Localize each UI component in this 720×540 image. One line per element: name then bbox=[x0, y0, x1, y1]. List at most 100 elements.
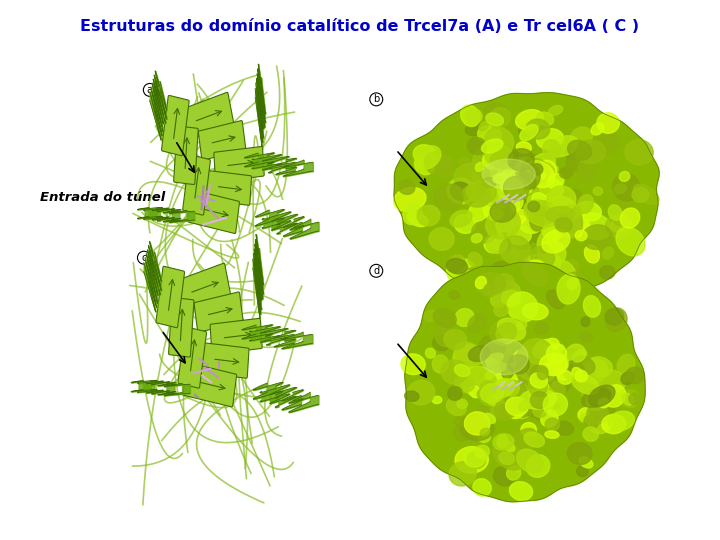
Ellipse shape bbox=[535, 160, 557, 181]
FancyBboxPatch shape bbox=[214, 146, 264, 182]
Ellipse shape bbox=[461, 105, 480, 126]
Ellipse shape bbox=[482, 153, 502, 169]
Ellipse shape bbox=[407, 212, 428, 227]
Ellipse shape bbox=[544, 183, 554, 193]
Ellipse shape bbox=[480, 181, 499, 199]
Ellipse shape bbox=[498, 156, 520, 180]
Ellipse shape bbox=[518, 122, 537, 137]
Ellipse shape bbox=[541, 221, 564, 240]
Ellipse shape bbox=[547, 366, 570, 393]
Ellipse shape bbox=[614, 184, 626, 194]
Ellipse shape bbox=[446, 259, 476, 285]
Ellipse shape bbox=[541, 410, 558, 427]
Ellipse shape bbox=[484, 237, 499, 253]
Ellipse shape bbox=[562, 272, 588, 297]
Ellipse shape bbox=[472, 221, 497, 243]
Ellipse shape bbox=[513, 276, 537, 295]
Ellipse shape bbox=[485, 353, 503, 365]
Ellipse shape bbox=[517, 321, 527, 329]
Ellipse shape bbox=[528, 154, 549, 174]
Ellipse shape bbox=[531, 366, 548, 380]
Ellipse shape bbox=[552, 381, 565, 394]
Ellipse shape bbox=[549, 105, 563, 116]
Ellipse shape bbox=[502, 170, 515, 178]
Ellipse shape bbox=[473, 146, 498, 171]
Ellipse shape bbox=[468, 314, 487, 333]
Ellipse shape bbox=[484, 163, 513, 188]
Ellipse shape bbox=[595, 370, 626, 393]
Ellipse shape bbox=[493, 466, 517, 486]
Ellipse shape bbox=[515, 158, 538, 183]
Ellipse shape bbox=[544, 353, 568, 375]
FancyBboxPatch shape bbox=[210, 319, 262, 354]
Ellipse shape bbox=[394, 187, 426, 212]
Ellipse shape bbox=[567, 278, 577, 290]
Ellipse shape bbox=[490, 210, 503, 219]
FancyBboxPatch shape bbox=[202, 343, 249, 378]
Ellipse shape bbox=[526, 214, 549, 231]
Ellipse shape bbox=[490, 150, 518, 168]
Ellipse shape bbox=[629, 393, 641, 405]
Ellipse shape bbox=[515, 173, 538, 192]
Ellipse shape bbox=[469, 346, 490, 362]
Ellipse shape bbox=[538, 240, 566, 267]
Ellipse shape bbox=[433, 308, 456, 327]
Ellipse shape bbox=[398, 180, 415, 194]
Ellipse shape bbox=[531, 392, 549, 409]
Ellipse shape bbox=[529, 353, 555, 382]
Ellipse shape bbox=[472, 234, 482, 243]
Ellipse shape bbox=[567, 443, 592, 464]
Ellipse shape bbox=[577, 195, 593, 213]
Ellipse shape bbox=[544, 338, 559, 350]
Ellipse shape bbox=[528, 352, 562, 378]
Ellipse shape bbox=[577, 466, 588, 477]
Ellipse shape bbox=[480, 339, 528, 375]
Ellipse shape bbox=[505, 381, 528, 414]
Ellipse shape bbox=[449, 291, 459, 299]
Ellipse shape bbox=[455, 308, 474, 327]
Ellipse shape bbox=[486, 209, 521, 239]
Ellipse shape bbox=[593, 187, 603, 195]
Ellipse shape bbox=[555, 421, 573, 435]
Ellipse shape bbox=[528, 229, 544, 244]
Ellipse shape bbox=[520, 161, 535, 181]
Ellipse shape bbox=[546, 290, 564, 309]
Ellipse shape bbox=[586, 384, 616, 410]
Ellipse shape bbox=[592, 132, 621, 154]
Ellipse shape bbox=[537, 228, 559, 252]
Ellipse shape bbox=[547, 186, 576, 212]
Ellipse shape bbox=[620, 390, 640, 408]
Ellipse shape bbox=[573, 356, 595, 374]
Ellipse shape bbox=[551, 260, 576, 286]
Ellipse shape bbox=[493, 434, 514, 450]
Ellipse shape bbox=[483, 284, 496, 297]
Ellipse shape bbox=[502, 333, 513, 343]
Ellipse shape bbox=[613, 203, 632, 226]
Ellipse shape bbox=[530, 367, 559, 395]
Ellipse shape bbox=[534, 171, 546, 179]
Ellipse shape bbox=[517, 171, 531, 185]
Ellipse shape bbox=[529, 153, 555, 176]
Ellipse shape bbox=[497, 435, 508, 448]
Ellipse shape bbox=[465, 109, 482, 124]
Ellipse shape bbox=[507, 466, 521, 480]
Text: b: b bbox=[373, 94, 379, 104]
Ellipse shape bbox=[457, 399, 467, 409]
Ellipse shape bbox=[565, 351, 591, 376]
Ellipse shape bbox=[454, 342, 484, 366]
FancyBboxPatch shape bbox=[188, 190, 240, 233]
Ellipse shape bbox=[480, 428, 490, 436]
Ellipse shape bbox=[405, 391, 419, 401]
Ellipse shape bbox=[621, 372, 634, 384]
Ellipse shape bbox=[446, 259, 467, 274]
Ellipse shape bbox=[557, 274, 580, 304]
Ellipse shape bbox=[506, 363, 521, 378]
Ellipse shape bbox=[505, 390, 521, 404]
Ellipse shape bbox=[488, 230, 503, 242]
Ellipse shape bbox=[536, 253, 561, 275]
Ellipse shape bbox=[565, 189, 582, 205]
Ellipse shape bbox=[532, 253, 562, 284]
Ellipse shape bbox=[616, 227, 645, 256]
Ellipse shape bbox=[539, 245, 549, 253]
Ellipse shape bbox=[523, 303, 548, 320]
